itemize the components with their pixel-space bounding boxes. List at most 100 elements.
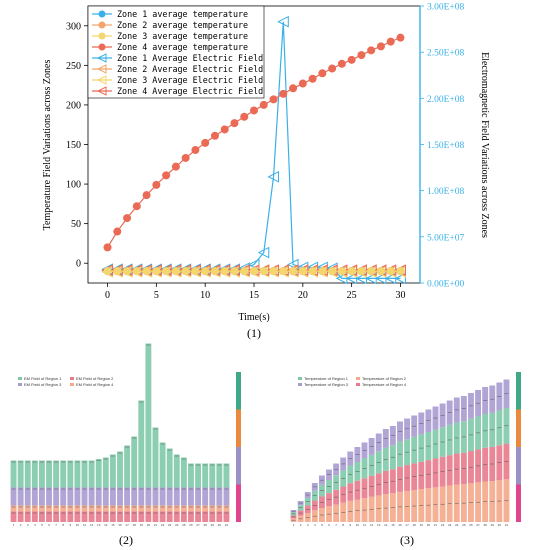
- legend-label: Temperature of Region 1: [304, 376, 349, 381]
- data-point: [220, 267, 229, 276]
- data-point: [220, 125, 229, 134]
- bar-segment: [38, 505, 45, 512]
- bar-segment: [138, 511, 145, 522]
- bar-segment: [10, 460, 17, 488]
- x-tick-label: 19: [420, 523, 424, 527]
- data-point: [250, 106, 258, 115]
- data-point: [396, 267, 405, 276]
- x-tick-label: 22: [161, 523, 165, 527]
- bar-segment: [173, 487, 180, 506]
- legend-marker: [96, 64, 107, 74]
- data-point: [259, 100, 268, 109]
- bar-segment: [159, 505, 166, 512]
- data-point: [376, 42, 385, 51]
- side-bar-segment: [516, 484, 521, 522]
- bar-segment: [67, 505, 74, 512]
- x-tick-label: 10: [76, 523, 80, 527]
- bar-segment: [31, 505, 38, 512]
- bar-segment: [124, 505, 131, 512]
- data-point: [376, 267, 385, 276]
- data-point: [181, 267, 190, 276]
- data-point: [210, 131, 219, 140]
- legend-swatch: [18, 377, 22, 380]
- bar-segment: [180, 457, 187, 488]
- bar-segment: [46, 505, 52, 512]
- bar-segment: [46, 511, 52, 522]
- bar-segment: [159, 442, 166, 488]
- bar-segment: [17, 505, 24, 512]
- y-axis-ticks: 0 50 100 150 200 250 300: [66, 21, 88, 270]
- bar-segment: [17, 460, 24, 488]
- x-tick-label: 20: [147, 523, 151, 527]
- x-tick-label: 7: [335, 523, 337, 527]
- y-tick-label: 200: [66, 100, 81, 111]
- x-tick-label: 14: [104, 523, 108, 527]
- bar-segment: [188, 487, 194, 506]
- data-point: [318, 69, 327, 78]
- side-bar-segment: [236, 409, 241, 447]
- legend-label: Zone 2 Average Electric Field: [117, 64, 263, 74]
- bar-segment: [46, 460, 52, 488]
- bar-segment: [152, 427, 159, 488]
- bar-segment: [209, 487, 216, 506]
- legend-marker: [98, 43, 106, 51]
- x-tick-label: 21: [434, 523, 438, 527]
- bar-segment: [102, 505, 109, 512]
- x-tick-label: 24: [455, 523, 459, 527]
- legend-swatch: [70, 377, 74, 380]
- bar-segment: [173, 511, 180, 522]
- data-point: [250, 267, 258, 276]
- bar-segment: [117, 451, 123, 488]
- data-point: [269, 95, 278, 104]
- x-tick-label: 18: [133, 523, 137, 527]
- bar-segment: [223, 511, 230, 522]
- x-tick-label: 15: [111, 523, 115, 527]
- bar-segment: [124, 487, 131, 506]
- bar-segment: [67, 511, 74, 522]
- data-point: [289, 267, 298, 276]
- legend-swatch: [18, 383, 22, 386]
- legend-label: EM Field of Region 1: [24, 376, 62, 381]
- legend-label: EM Field of Region 2: [76, 376, 114, 381]
- y-tick-label: 0: [76, 259, 81, 270]
- data-point: [396, 33, 405, 42]
- x-axis-ticks: 1 2 3 4 5 6 7 8 9 10 11 12 13 14 15 16 17 18 19 20 21 22 23 24 2…: [13, 523, 229, 527]
- x-tick-label: 7: [55, 523, 57, 527]
- bar-segment: [81, 511, 88, 522]
- data-point: [289, 84, 298, 93]
- bar-segment: [138, 487, 145, 506]
- bar-segment: [95, 459, 102, 488]
- x-tick-label: 11: [83, 523, 86, 527]
- bar-segment: [145, 343, 152, 488]
- x-tick-label: 5: [154, 290, 159, 301]
- bar-layer: [290, 379, 510, 522]
- bar-segment: [188, 463, 194, 488]
- x-tick-label: 3: [307, 523, 309, 527]
- y-tick-label: 250: [66, 61, 81, 72]
- side-bar-segment: [236, 484, 241, 522]
- bar-segment: [10, 511, 17, 522]
- y-right-axis-ticks: 0.00E+00 5.00E+07 1.00E+08 1.50E+08 2.00E+08…: [420, 3, 465, 290]
- data-point: [142, 267, 151, 276]
- y-right-tick-label: 3.00E+08: [427, 3, 465, 13]
- legend-swatch: [298, 383, 302, 386]
- bar-segment: [166, 511, 173, 522]
- x-tick-label: 4: [34, 523, 36, 527]
- bar-segment: [24, 460, 31, 488]
- bar-segment: [202, 463, 209, 488]
- x-tick-label: 4: [314, 523, 316, 527]
- x-tick-label: 25: [347, 290, 357, 301]
- y-axis-title: Temperature Field Variations across Zone…: [42, 60, 53, 231]
- bar-segment: [74, 511, 81, 522]
- bar-segment: [38, 460, 45, 488]
- x-axis-ticks: 0 5 10 15 20 25 30: [105, 283, 405, 301]
- data-point: [267, 171, 280, 183]
- bar-segment: [31, 487, 38, 506]
- y-right-tick-label: 2.50E+08: [427, 49, 465, 59]
- data-point: [240, 112, 249, 121]
- x-tick-label: 11: [363, 523, 366, 527]
- bar-segment: [60, 487, 67, 506]
- bar-segment: [202, 505, 209, 512]
- data-point: [386, 267, 395, 276]
